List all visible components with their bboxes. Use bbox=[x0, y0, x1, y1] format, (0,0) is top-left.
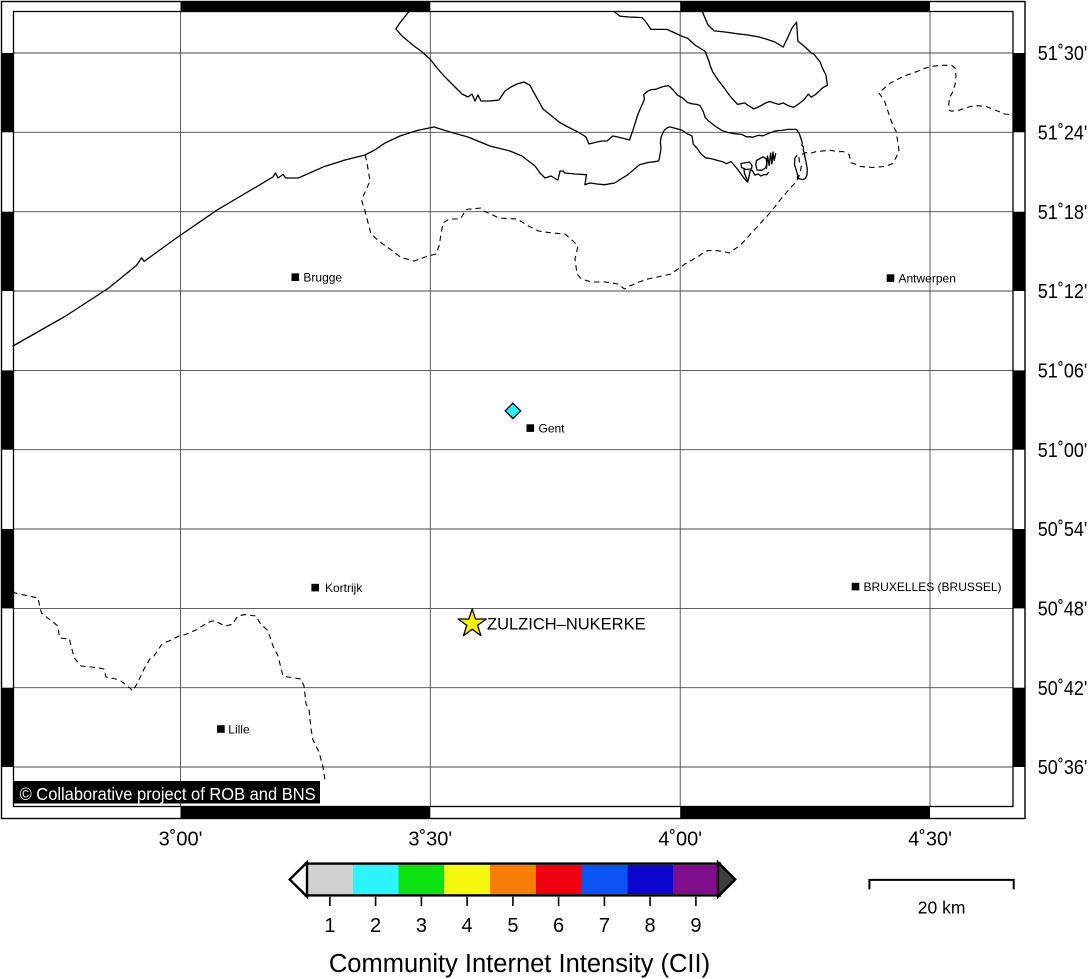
svg-text:4˚00': 4˚00' bbox=[658, 829, 702, 851]
svg-text:3˚30': 3˚30' bbox=[408, 829, 452, 851]
svg-text:Community Internet Intensity (: Community Internet Intensity (CII) bbox=[329, 950, 710, 978]
svg-text:2: 2 bbox=[370, 915, 381, 937]
svg-text:Antwerpen: Antwerpen bbox=[899, 272, 956, 286]
svg-text:3˚00': 3˚00' bbox=[159, 829, 203, 851]
svg-text:8: 8 bbox=[645, 915, 656, 937]
svg-text:51˚30': 51˚30' bbox=[1038, 43, 1088, 65]
svg-text:3: 3 bbox=[416, 915, 427, 937]
svg-text:Kortrijk: Kortrijk bbox=[325, 581, 363, 595]
svg-text:© Collaborative project of ROB: © Collaborative project of ROB and BNS bbox=[20, 784, 316, 804]
svg-text:Lille: Lille bbox=[228, 723, 250, 737]
svg-text:4˚30': 4˚30' bbox=[908, 829, 952, 851]
svg-text:7: 7 bbox=[599, 915, 610, 937]
svg-text:50˚36': 50˚36' bbox=[1038, 757, 1088, 779]
svg-text:51˚00': 51˚00' bbox=[1038, 440, 1088, 462]
svg-text:Gent: Gent bbox=[539, 422, 566, 436]
svg-text:5: 5 bbox=[507, 915, 518, 937]
svg-text:ZULZICH–NUKERKE: ZULZICH–NUKERKE bbox=[487, 616, 646, 634]
svg-text:50˚42': 50˚42' bbox=[1038, 678, 1088, 700]
svg-text:50˚48': 50˚48' bbox=[1038, 599, 1088, 621]
svg-text:50˚54': 50˚54' bbox=[1038, 519, 1088, 541]
svg-text:51˚24': 51˚24' bbox=[1038, 123, 1088, 145]
svg-text:51˚12': 51˚12' bbox=[1038, 281, 1088, 303]
svg-text:20 km: 20 km bbox=[918, 897, 966, 917]
svg-text:BRUXELLES (BRUSSEL): BRUXELLES (BRUSSEL) bbox=[864, 580, 1002, 594]
svg-text:1: 1 bbox=[324, 915, 335, 937]
svg-text:4: 4 bbox=[462, 915, 473, 937]
svg-text:6: 6 bbox=[553, 915, 564, 937]
svg-text:51˚18': 51˚18' bbox=[1038, 202, 1088, 224]
svg-text:Brugge: Brugge bbox=[303, 271, 342, 285]
svg-text:51˚06': 51˚06' bbox=[1038, 361, 1088, 383]
svg-text:9: 9 bbox=[690, 915, 701, 937]
